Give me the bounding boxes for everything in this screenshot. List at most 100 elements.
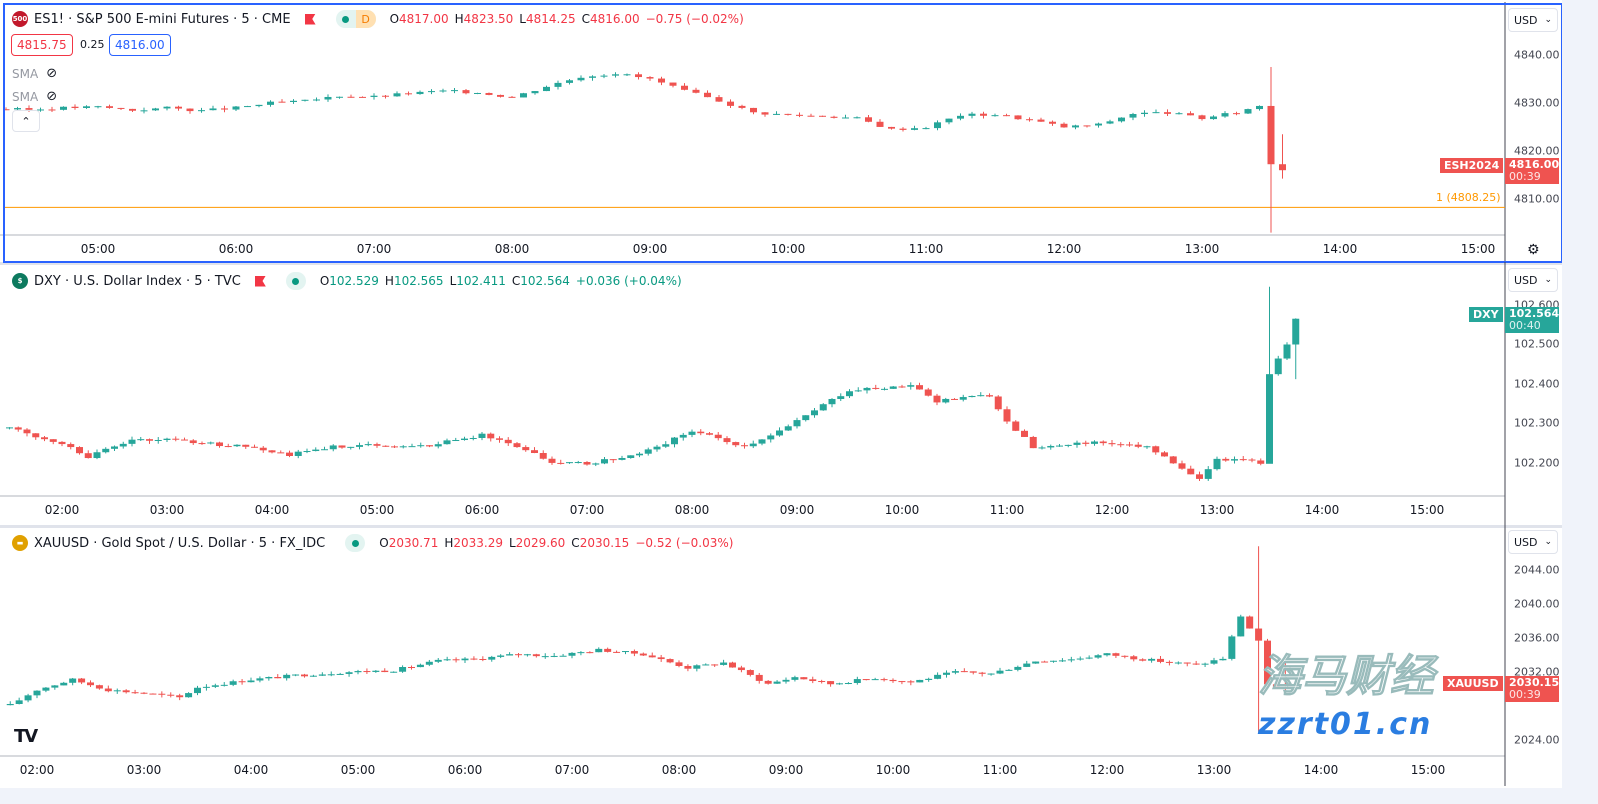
candle-body [980,113,987,116]
candle-body [662,444,670,447]
candle-body [945,118,953,123]
eye-hidden-icon[interactable]: ⊘ [46,89,58,104]
candle-body [24,695,32,701]
order-line-label[interactable]: 1 (4808.25) [1436,191,1501,205]
currency-select[interactable]: USD ⌄ [1508,8,1558,32]
candle-body [255,104,263,107]
candle-body [508,96,516,98]
candle-body [889,679,897,682]
candle-body [1148,658,1156,661]
currency-select[interactable]: USD ⌄ [1508,530,1558,554]
candle-body [359,96,366,98]
currency-label: USD [1514,535,1538,549]
candle-body [583,462,591,465]
pane-separator[interactable] [0,525,1562,528]
currency-select[interactable]: USD ⌄ [1508,268,1558,292]
candle-body [627,455,635,458]
candle-body [221,108,228,110]
price-tick: 102.300 [1514,416,1560,430]
ohlc-l: L2029.60 [508,536,566,550]
candle-body [693,665,701,669]
candle-body [443,659,451,661]
candle-body [1143,446,1151,448]
symbol-title[interactable]: ES1! · S&P 500 E-mini Futures · 5 · CME [34,11,291,27]
legend-es[interactable]: 500 ES1! · S&P 500 E-mini Futures · 5 · C… [12,10,744,28]
candle-body [1029,436,1037,449]
candle-body [592,463,600,465]
market-status[interactable] [345,534,366,552]
candle-body [1283,344,1291,359]
candle-body [268,450,276,453]
candle-body [1023,663,1031,667]
ask-price-button[interactable]: 4816.00 [109,34,171,56]
market-status[interactable]: D [335,10,376,28]
candle-body [370,95,378,97]
candle-body [128,439,136,444]
candle-body [613,651,621,653]
candle-body [622,651,629,653]
candle-body [669,82,677,86]
candle-body [842,117,849,119]
change-value: −0.75 (−0.02%) [645,12,744,26]
candle-body [898,681,906,683]
candle-body [1060,123,1068,128]
flag-icon[interactable] [304,13,316,25]
bid-price-button[interactable]: 4815.75 [11,34,73,56]
ohlc-values: O102.529 H102.565 L102.411 C102.564 +0.036 (… [320,274,682,288]
legend-xau[interactable]: ▬ XAUUSD · Gold Spot / U.S. Dollar · 5 · … [12,534,733,552]
ohlc-o: O2030.71 [379,536,439,550]
candle-body [1152,446,1160,453]
candle-body [609,459,617,461]
candle-body [1256,105,1263,110]
candle-body [336,673,344,675]
candles-dxy [6,286,1300,481]
candle-body [345,672,353,674]
market-status[interactable] [285,272,306,290]
candle-body [943,672,950,675]
indicator-sma[interactable]: SMA ⊘ [12,66,57,81]
candle-body [577,652,585,654]
candle-body [679,434,687,438]
collapse-legend-button[interactable]: ⌃ [12,110,40,132]
symbol-title[interactable]: XAUUSD · Gold Spot / U.S. Dollar · 5 · F… [34,535,326,551]
candle-body [681,85,688,90]
candle-body [1201,663,1209,665]
candle-body [33,690,41,696]
candle-body [750,107,757,113]
candle-body [259,447,267,451]
candle-body [48,109,56,111]
candle-body [283,674,291,679]
candle-body [434,659,442,662]
tradingview-logo: TV [14,726,38,747]
candle-body [854,390,862,392]
candle-body [630,651,638,654]
candle-body [577,77,585,81]
candle-body [1178,463,1186,469]
legend-dxy[interactable]: $ DXY · U.S. Dollar Index · 5 · TVC O102.5… [12,272,682,290]
last-price: 102.564 [1509,306,1560,320]
candle-body [688,431,696,435]
candle-body [755,674,763,681]
chart-settings-icon[interactable]: ⚙ [1527,242,1540,258]
candle-body [1255,628,1263,641]
eye-hidden-icon[interactable]: ⊘ [46,66,58,81]
candle-body [1038,447,1046,449]
candle-body [1213,458,1221,470]
flag-icon[interactable] [254,275,266,287]
indicator-sma[interactable]: SMA ⊘ [12,89,57,104]
candle-body [1082,442,1090,444]
candle-body [1210,116,1217,120]
candle-body [327,674,335,676]
candle-body [767,435,775,440]
candle-body [916,385,923,390]
candle-body [1221,113,1229,117]
candle-body [71,106,79,108]
chevron-down-icon: ⌄ [1544,15,1552,25]
time-tick: 11:00 [908,242,944,256]
candle-body [1091,441,1098,444]
pane-separator[interactable] [0,262,1562,265]
candle-body [758,439,766,444]
candle-body [434,444,442,447]
symbol-title[interactable]: DXY · U.S. Dollar Index · 5 · TVC [34,273,241,289]
